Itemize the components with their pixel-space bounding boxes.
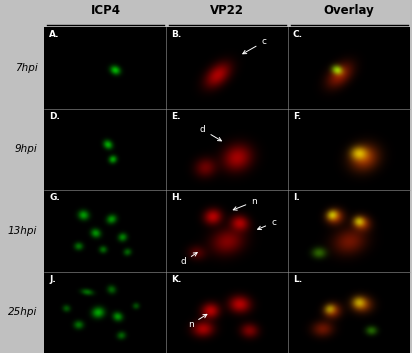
Text: G.: G. xyxy=(49,193,60,202)
Text: C.: C. xyxy=(293,30,303,40)
Text: c: c xyxy=(258,218,276,229)
Text: n: n xyxy=(233,197,257,210)
Text: VP22: VP22 xyxy=(210,4,244,17)
Text: ICP4: ICP4 xyxy=(90,4,120,17)
Text: D.: D. xyxy=(49,112,60,121)
Text: 7hpi: 7hpi xyxy=(14,63,37,73)
Text: 9hpi: 9hpi xyxy=(14,144,37,154)
Text: 13hpi: 13hpi xyxy=(8,226,37,236)
Text: A.: A. xyxy=(49,30,60,40)
Text: n: n xyxy=(188,314,207,329)
Text: d: d xyxy=(180,252,197,266)
Text: d: d xyxy=(200,125,222,141)
Text: I.: I. xyxy=(293,193,300,202)
Text: c: c xyxy=(243,37,266,54)
Text: J.: J. xyxy=(49,275,56,284)
Text: E.: E. xyxy=(171,112,181,121)
Text: H.: H. xyxy=(171,193,182,202)
Text: K.: K. xyxy=(171,275,182,284)
Text: B.: B. xyxy=(171,30,181,40)
Text: 25hpi: 25hpi xyxy=(8,307,37,317)
Text: L.: L. xyxy=(293,275,302,284)
Text: Overlay: Overlay xyxy=(324,4,375,17)
Text: F.: F. xyxy=(293,112,301,121)
